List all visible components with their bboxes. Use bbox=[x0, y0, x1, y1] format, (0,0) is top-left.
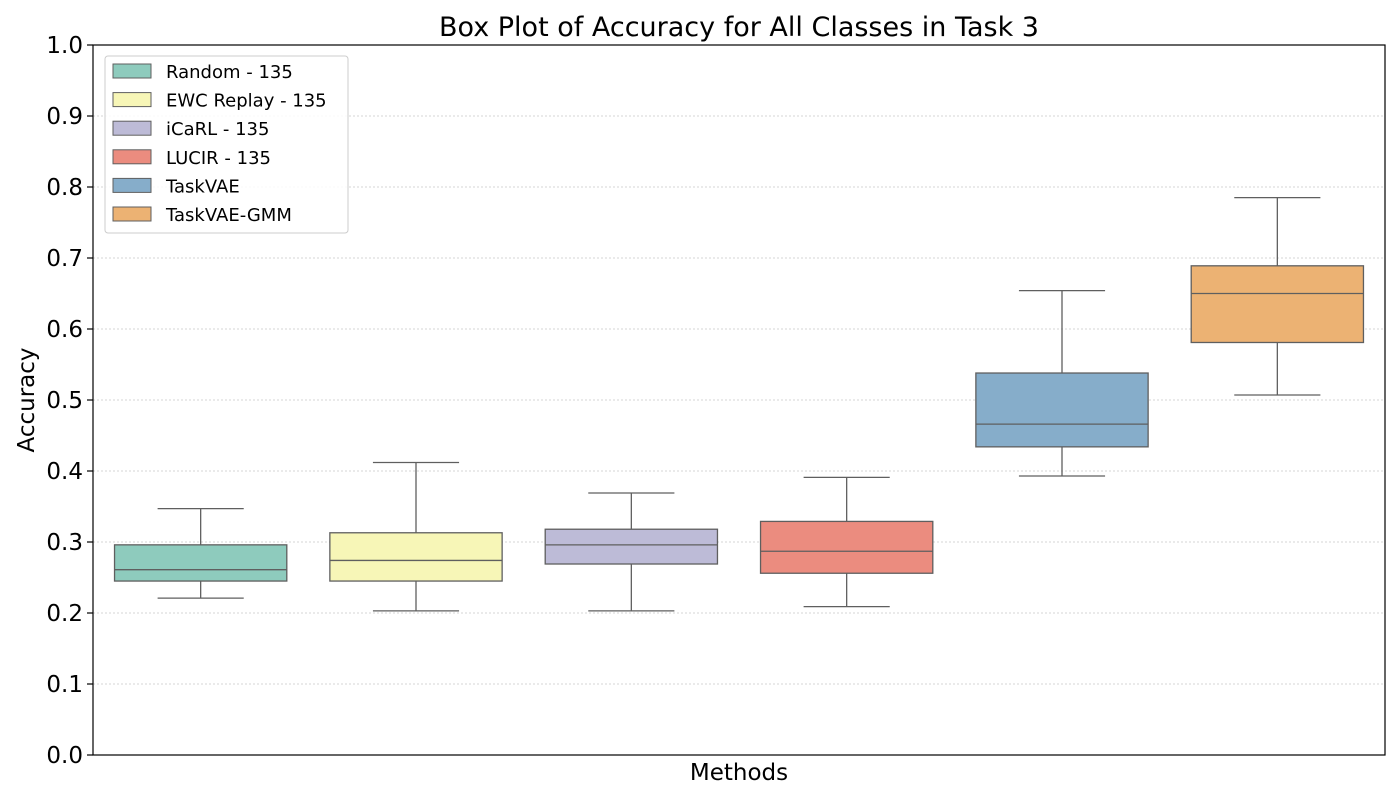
box-5 bbox=[975, 290, 1149, 477]
boxes bbox=[113, 196, 1365, 612]
y-tick-label: 0.2 bbox=[46, 601, 83, 627]
y-tick-label: 0.8 bbox=[46, 175, 83, 201]
box-iqr bbox=[113, 544, 288, 582]
y-tick-label: 1.0 bbox=[46, 33, 83, 59]
legend-entry: TaskVAE bbox=[112, 176, 240, 197]
legend-label: EWC Replay - 135 bbox=[166, 91, 327, 112]
y-axis-label: Accuracy bbox=[14, 347, 40, 452]
box-1 bbox=[113, 507, 288, 599]
legend-swatch bbox=[112, 120, 152, 136]
legend-frame bbox=[104, 55, 349, 234]
box-iqr bbox=[329, 532, 503, 582]
box-4 bbox=[759, 476, 934, 608]
legend-swatch bbox=[112, 149, 152, 165]
legend-swatch bbox=[112, 206, 152, 222]
y-tick-label: 0.5 bbox=[46, 388, 83, 414]
legend-entry: EWC Replay - 135 bbox=[112, 91, 327, 112]
box-iqr bbox=[975, 372, 1149, 448]
legend-entry: TaskVAE-GMM bbox=[112, 205, 292, 226]
box-3 bbox=[544, 492, 719, 612]
legend-label: TaskVAE bbox=[165, 176, 240, 197]
box-2 bbox=[329, 461, 503, 612]
box-6 bbox=[1190, 196, 1365, 396]
legend-label: iCaRL - 135 bbox=[166, 119, 269, 140]
legend-label: LUCIR - 135 bbox=[166, 148, 271, 169]
legend-label: TaskVAE-GMM bbox=[165, 205, 292, 226]
y-tick-label: 0.3 bbox=[46, 530, 83, 556]
box-iqr bbox=[1190, 265, 1365, 344]
y-tick-label: 0.6 bbox=[46, 317, 83, 343]
box-iqr bbox=[544, 528, 719, 565]
legend-entry: iCaRL - 135 bbox=[112, 119, 269, 140]
y-gridlines bbox=[93, 115, 1385, 685]
legend-entry: LUCIR - 135 bbox=[112, 148, 271, 169]
legend-swatch bbox=[112, 92, 152, 108]
y-tick-label: 0.7 bbox=[46, 246, 83, 272]
legend-label: Random - 135 bbox=[166, 62, 293, 83]
legend-swatch bbox=[112, 177, 152, 193]
x-axis-label: Methods bbox=[690, 760, 788, 786]
y-tick-label: 0.0 bbox=[46, 743, 83, 769]
y-tick-label: 0.1 bbox=[46, 672, 83, 698]
y-tick-label: 0.4 bbox=[46, 459, 83, 485]
chart-title: Box Plot of Accuracy for All Classes in … bbox=[439, 12, 1039, 43]
legend-entry: Random - 135 bbox=[112, 62, 293, 83]
legend-items: Random - 135 EWC Replay - 135 iCaRL - 135 L… bbox=[112, 62, 327, 226]
box-iqr bbox=[759, 520, 934, 574]
y-tick-label: 0.9 bbox=[46, 104, 83, 130]
y-axis-ticks: 0.0 0.1 0.2 0.3 0.4 0.5 0.6 0.7 0.8 0.9 1.0 bbox=[46, 33, 93, 769]
legend: Random - 135 EWC Replay - 135 iCaRL - 135 L… bbox=[104, 55, 349, 234]
legend-swatch bbox=[112, 63, 152, 79]
